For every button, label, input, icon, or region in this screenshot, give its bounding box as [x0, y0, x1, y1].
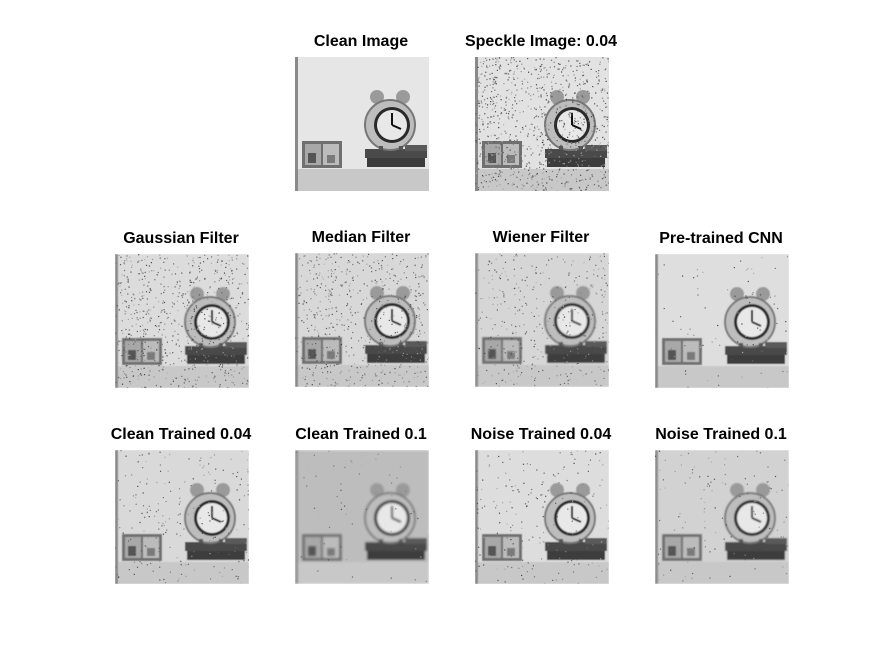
panel-title: Clean Image: [313, 33, 409, 50]
image-noise-trained-004: [475, 450, 609, 584]
image-noise-trained-01: [655, 450, 789, 584]
panel-title: Noise Trained 0.1: [655, 426, 787, 443]
image-speckle: [475, 57, 609, 191]
panel-title: Clean Trained 0.1: [295, 426, 427, 443]
panel-title: Noise Trained 0.04: [470, 426, 612, 443]
image-pretrained-cnn: [655, 254, 789, 388]
image-median: [295, 253, 429, 387]
panel-title: Speckle Image: 0.04: [464, 33, 618, 50]
image-clean-trained-01: [295, 450, 429, 584]
panel-title: Clean Trained 0.04: [110, 426, 252, 443]
image-gaussian: [115, 254, 249, 388]
panel-title: Gaussian Filter: [123, 230, 239, 247]
image-clean: [295, 57, 429, 191]
panel-title: Median Filter: [311, 229, 411, 246]
panel-title: Wiener Filter: [492, 229, 590, 246]
panel-title: Pre-trained CNN: [659, 230, 783, 247]
image-clean-trained-004: [115, 450, 249, 584]
image-wiener: [475, 253, 609, 387]
